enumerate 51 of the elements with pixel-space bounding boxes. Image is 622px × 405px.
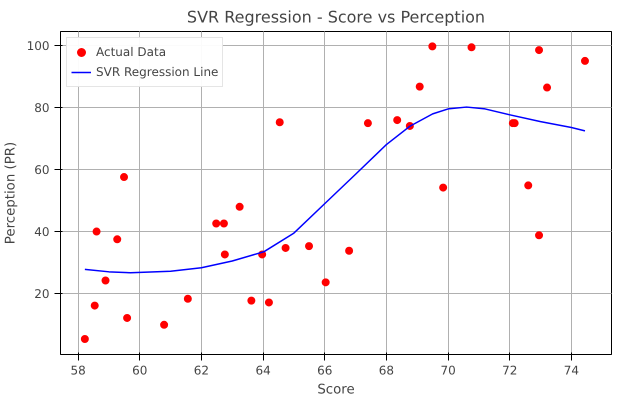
x-tick-label: 60 bbox=[132, 364, 148, 378]
point bbox=[535, 46, 544, 54]
line-series bbox=[84, 106, 586, 274]
point bbox=[345, 246, 354, 255]
x-tick-label: 64 bbox=[255, 364, 271, 378]
x-axis-title: Score bbox=[317, 382, 355, 398]
point bbox=[305, 242, 314, 250]
point bbox=[276, 118, 284, 126]
point bbox=[113, 235, 122, 244]
point bbox=[439, 184, 448, 192]
point bbox=[160, 320, 168, 329]
point bbox=[92, 228, 101, 236]
point bbox=[184, 294, 192, 303]
point bbox=[264, 298, 273, 306]
y-tick-label: 60 bbox=[34, 163, 50, 178]
x-tick-label: 72 bbox=[502, 364, 518, 378]
y-tick-label: 20 bbox=[34, 286, 50, 301]
point bbox=[102, 276, 110, 284]
y-tick-label: 80 bbox=[34, 101, 50, 116]
y-tick-label: 100 bbox=[26, 39, 50, 54]
x-tick-label: 66 bbox=[317, 364, 332, 378]
point bbox=[282, 244, 290, 252]
point bbox=[80, 335, 89, 344]
point bbox=[364, 119, 372, 128]
point bbox=[123, 314, 132, 322]
point bbox=[428, 42, 436, 50]
point bbox=[212, 220, 220, 228]
point bbox=[580, 56, 589, 65]
point bbox=[236, 202, 244, 211]
point bbox=[120, 173, 128, 182]
point bbox=[543, 84, 552, 92]
point bbox=[393, 116, 402, 124]
y-tick-label: 40 bbox=[34, 225, 50, 240]
point bbox=[535, 231, 544, 240]
legend-label: SVR Regression Line bbox=[96, 65, 218, 79]
point bbox=[247, 296, 256, 305]
chart-title: SVR Regression - Score vs Perception bbox=[186, 8, 486, 26]
x-tick-label: 74 bbox=[564, 364, 580, 378]
point bbox=[322, 278, 330, 286]
point bbox=[416, 82, 424, 91]
x-tick-label: 68 bbox=[378, 364, 394, 378]
x-tick-label: 62 bbox=[194, 364, 210, 378]
y-axis-title: Perception (PR) bbox=[4, 142, 19, 244]
legend-label: Actual Data bbox=[96, 45, 166, 59]
point bbox=[468, 43, 476, 52]
point bbox=[220, 220, 228, 228]
point bbox=[90, 302, 99, 310]
x-tick-label: 58 bbox=[70, 364, 86, 378]
x-tick-label: 70 bbox=[440, 364, 456, 378]
point bbox=[220, 250, 229, 258]
point bbox=[524, 181, 532, 190]
